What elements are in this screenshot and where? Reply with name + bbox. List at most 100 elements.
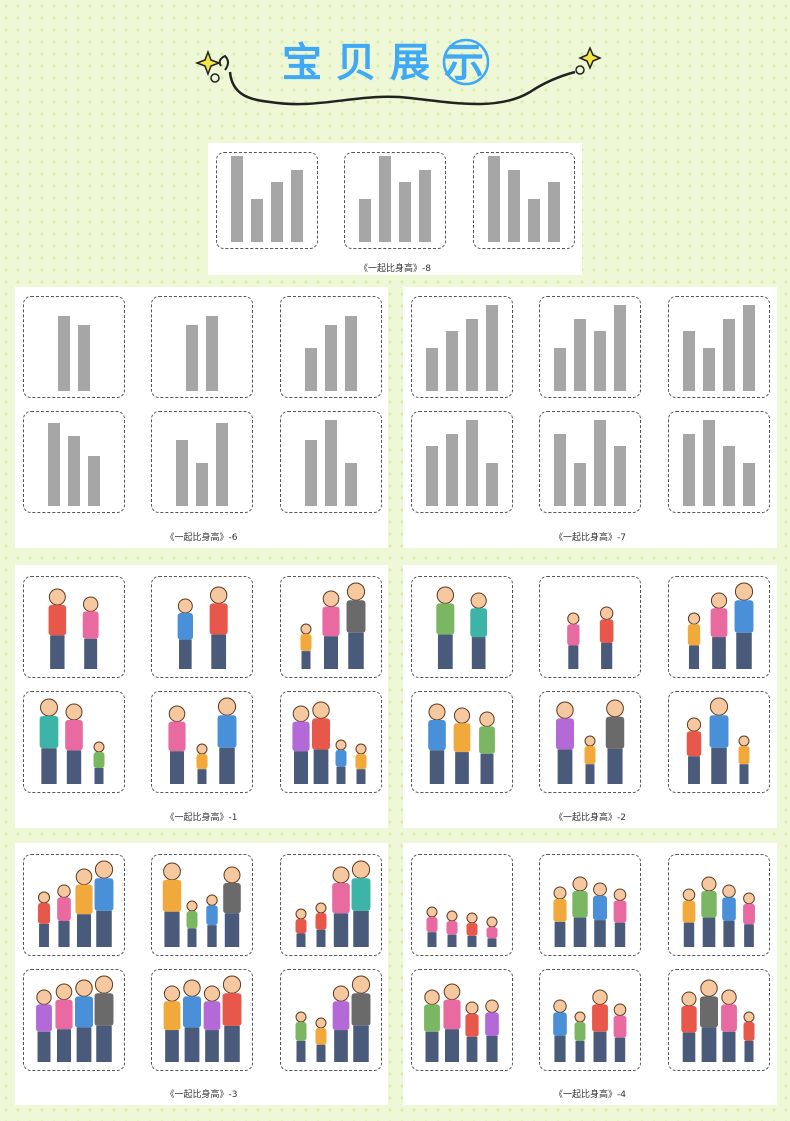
legs: [575, 1041, 585, 1062]
bar-shape: [486, 463, 498, 506]
head: [743, 892, 755, 905]
body: [721, 1004, 737, 1032]
head: [574, 1011, 586, 1023]
card-art: [305, 420, 357, 506]
head: [470, 592, 487, 609]
panel: 《一起比身高》-4: [403, 843, 777, 1105]
panel: 《一起比身高》-1: [15, 565, 388, 828]
card-art: [48, 588, 99, 669]
legs: [614, 922, 626, 947]
card-art: [58, 316, 90, 391]
card: [280, 969, 382, 1071]
body: [553, 1012, 567, 1036]
head: [312, 701, 330, 719]
legs: [471, 637, 486, 669]
head: [709, 697, 729, 716]
bar-shape: [325, 325, 337, 391]
body: [203, 1001, 221, 1031]
body: [465, 1014, 479, 1037]
legs: [554, 921, 566, 947]
card: [280, 411, 382, 513]
card: [151, 691, 253, 793]
legs: [184, 1027, 200, 1062]
legs: [682, 1032, 696, 1062]
legs: [179, 639, 192, 669]
body: [55, 999, 73, 1030]
bar-shape: [594, 331, 606, 391]
head: [222, 975, 242, 994]
body: [436, 603, 455, 635]
head: [426, 906, 438, 918]
card: [23, 576, 125, 678]
card-art: [37, 860, 114, 947]
body: [686, 731, 702, 757]
body: [555, 718, 575, 750]
legs: [56, 1029, 72, 1062]
dot: [210, 73, 220, 83]
card-art: [553, 876, 627, 947]
body: [743, 903, 755, 925]
card-art: [554, 420, 626, 506]
body: [48, 605, 67, 636]
head: [335, 739, 347, 751]
bar-shape: [231, 156, 243, 242]
bar-shape: [574, 319, 586, 391]
body: [322, 606, 340, 637]
legs: [557, 749, 573, 784]
card-art: [682, 876, 755, 947]
bar-shape: [345, 463, 357, 506]
card-art: [426, 420, 498, 506]
body: [186, 911, 198, 929]
legs: [688, 645, 700, 669]
head: [332, 866, 350, 884]
legs: [336, 766, 346, 784]
head: [486, 916, 498, 928]
body: [346, 600, 366, 633]
card: [539, 691, 641, 793]
legs: [683, 922, 695, 947]
bar-shape: [78, 325, 90, 391]
card-art: [683, 420, 755, 506]
legs: [593, 1031, 607, 1062]
body: [300, 634, 312, 652]
bar-shape: [359, 199, 371, 242]
bar-shape: [271, 182, 283, 242]
card: [411, 576, 513, 678]
card: [151, 411, 253, 513]
legs: [224, 913, 240, 947]
legs: [712, 637, 726, 669]
card-art: [555, 699, 625, 784]
legs: [96, 910, 112, 947]
head: [36, 989, 52, 1005]
card-art: [295, 975, 371, 1062]
body: [443, 999, 461, 1030]
card: [668, 969, 770, 1071]
legs: [353, 1025, 369, 1062]
body: [426, 917, 438, 933]
card-art: [426, 305, 498, 391]
card: [280, 576, 382, 678]
bar-shape: [419, 170, 431, 242]
legs: [466, 1036, 478, 1062]
panel-caption: 《一起比身高》-3: [165, 1090, 238, 1100]
legs: [334, 1030, 348, 1062]
body: [315, 913, 327, 930]
card: [23, 411, 125, 513]
head: [710, 592, 728, 609]
legs: [207, 925, 217, 947]
legs: [601, 642, 613, 669]
bar-shape: [186, 325, 198, 391]
legs: [316, 1044, 326, 1062]
bar-shape: [723, 319, 735, 391]
card: [668, 576, 770, 678]
body: [584, 746, 596, 765]
bar-shape: [345, 316, 357, 391]
bar-shape: [196, 463, 208, 506]
body: [206, 905, 218, 926]
card: [23, 854, 125, 956]
head: [163, 985, 181, 1002]
bar-shape: [68, 436, 80, 506]
body: [446, 921, 458, 935]
head: [217, 697, 237, 716]
body: [295, 1022, 307, 1041]
